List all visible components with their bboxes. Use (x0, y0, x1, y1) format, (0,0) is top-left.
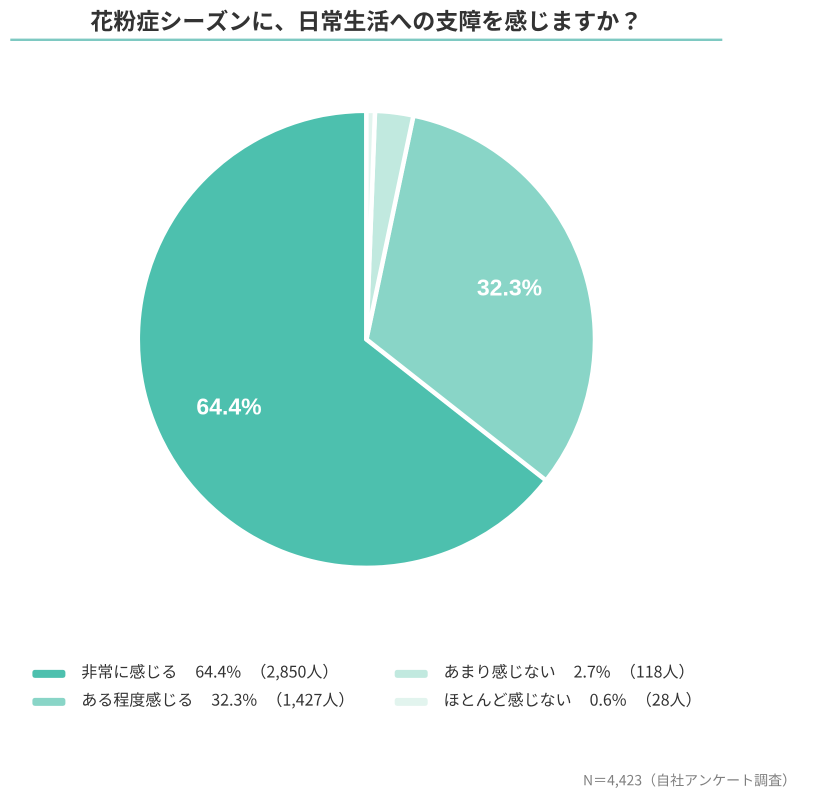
svg-text:32.3%: 32.3% (477, 274, 542, 300)
svg-text:64.4%: 64.4% (196, 394, 261, 420)
